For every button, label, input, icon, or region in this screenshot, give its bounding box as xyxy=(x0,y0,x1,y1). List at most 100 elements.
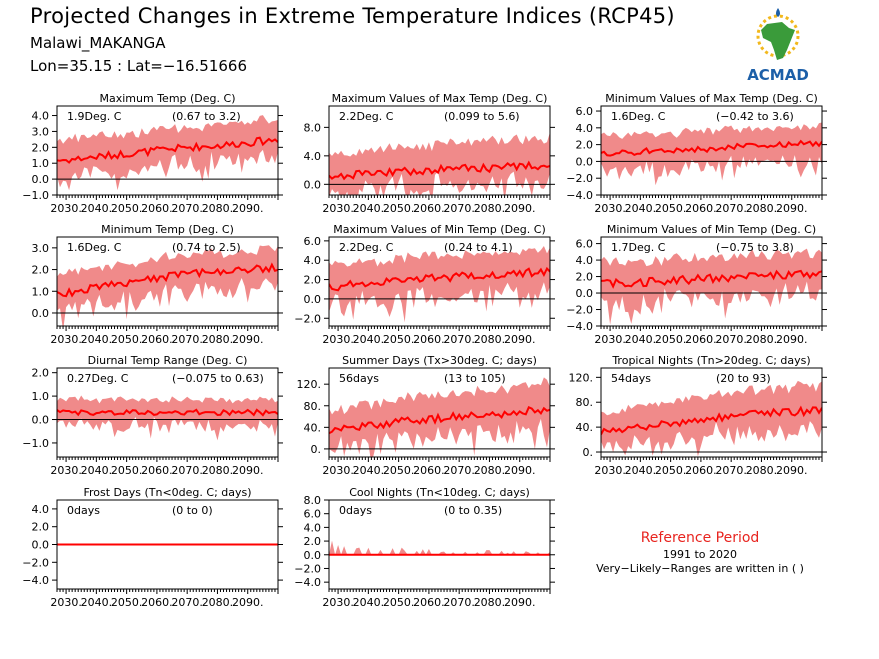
y-tick-label: 40. xyxy=(304,421,322,434)
range-band xyxy=(601,122,822,186)
range-band xyxy=(329,132,550,195)
chart-title: Cool Nights (Tn<10deg. C; days) xyxy=(349,486,530,499)
y-tick-label: −1.0 xyxy=(22,437,49,450)
x-tick-label: 2060. xyxy=(413,202,445,215)
x-tick-label: 2090. xyxy=(504,333,536,346)
x-tick-label: 2060. xyxy=(685,333,717,346)
x-tick-label: 2030. xyxy=(594,464,626,477)
y-tick-label: 0.0 xyxy=(304,293,322,306)
x-tick-label: 2050. xyxy=(383,464,415,477)
y-tick-label: 0.0 xyxy=(32,539,50,552)
x-tick-label: 2040. xyxy=(625,333,657,346)
x-tick-label: 2060. xyxy=(141,333,173,346)
y-tick-label: −2.0 xyxy=(22,556,49,569)
y-tick-label: 2.0 xyxy=(576,139,594,152)
chart-annotation: 0days xyxy=(67,504,100,517)
chart-title: Tropical Nights (Tn>20deg. C; days) xyxy=(611,354,810,367)
plot-frame xyxy=(328,105,551,196)
mean-line xyxy=(601,269,822,289)
y-tick-label: 0.0 xyxy=(304,178,322,191)
x-tick-label: 2080. xyxy=(746,464,778,477)
x-tick-label: 2030. xyxy=(50,596,82,609)
x-tick-label: 2090. xyxy=(776,333,808,346)
chart-panel-1: −1.00.01.02.03.04.02030.2040.2050.2060.2… xyxy=(22,92,283,215)
range-band xyxy=(601,248,822,325)
y-tick-label: 2.0 xyxy=(32,264,50,277)
range-band xyxy=(57,115,278,191)
x-tick-label: 2040. xyxy=(353,333,385,346)
mean-line xyxy=(329,405,550,435)
chart-range: (−0.075 to 0.63) xyxy=(172,372,264,385)
chart-annotation: 1.6Deg. C xyxy=(611,110,666,123)
x-tick-label: 2030. xyxy=(322,464,354,477)
chart-range: (−0.42 to 3.6) xyxy=(716,110,794,123)
y-tick-label: 2.0 xyxy=(32,521,50,534)
plot-area xyxy=(601,380,822,457)
mean-line xyxy=(329,160,550,181)
x-tick-label: 2070. xyxy=(443,202,475,215)
y-tick-label: 0.0 xyxy=(576,155,594,168)
africa-map-icon xyxy=(761,22,795,60)
y-tick-label: 0.0 xyxy=(32,307,50,320)
chart-annotation: 2.2Deg. C xyxy=(339,110,394,123)
range-band xyxy=(57,245,278,326)
x-tick-label: 2050. xyxy=(383,333,415,346)
x-tick-label: 2080. xyxy=(474,333,506,346)
x-tick-label: 2060. xyxy=(685,202,717,215)
chart-panel-10: −4.0 −2.0 0.0 2.0 4.0 2030.2040.2050.2060.207… xyxy=(22,486,283,609)
x-tick-label: 2080. xyxy=(474,202,506,215)
x-tick-label: 2060. xyxy=(141,596,173,609)
station-name: Malawi_MAKANGA xyxy=(30,34,166,52)
x-tick-label: 2090. xyxy=(776,202,808,215)
plot-frame xyxy=(600,236,823,327)
chart-panel-2: 0.04.08.02030.2040.2050.2060.2070.2080.2… xyxy=(304,92,555,215)
chart-title: Minimum Values of Min Temp (Deg. C) xyxy=(607,223,816,236)
x-tick-label: 2040. xyxy=(81,202,113,215)
y-tick-label: −2.0 xyxy=(566,304,593,317)
x-tick-label: 2030. xyxy=(594,333,626,346)
y-tick-label: 8.0 xyxy=(304,121,322,134)
plot-frame xyxy=(600,367,823,458)
x-tick-label: 2030. xyxy=(322,333,354,346)
y-tick-label: 1.0 xyxy=(32,285,50,298)
x-tick-label: 2040. xyxy=(353,596,385,609)
x-tick-label: 2040. xyxy=(81,596,113,609)
chart-panel-4: 0.0 1.0 2.0 3.0 2030.2040.2050.2060.2070.208… xyxy=(32,223,283,346)
y-tick-label: 120. xyxy=(297,378,322,391)
chart-title: Frost Days (Tn<0deg. C; days) xyxy=(83,486,251,499)
y-tick-label: 3.0 xyxy=(32,125,50,138)
y-tick-label: 3.0 xyxy=(32,242,50,255)
chart-panel-8: 0. 40. 80. 120. 2030.2040.2050.2060.2070.208… xyxy=(297,354,555,477)
x-tick-label: 2080. xyxy=(202,464,234,477)
chart-range: (0.24 to 4.1) xyxy=(444,241,513,254)
y-tick-label: 2.0 xyxy=(304,535,322,548)
reference-period-title: Reference Period xyxy=(640,530,760,546)
x-tick-label: 2090. xyxy=(504,202,536,215)
x-tick-label: 2070. xyxy=(171,333,203,346)
chart-title: Summer Days (Tx>30deg. C; days) xyxy=(342,354,537,367)
chart-panel-6: −4.0 −2.0 0.0 2.0 4.0 6.0 2030.2040.2050.2060.… xyxy=(566,223,827,346)
plot-area xyxy=(329,540,550,556)
chart-annotation: 56days xyxy=(339,372,379,385)
plot-area xyxy=(57,395,278,441)
y-tick-label: −4.0 xyxy=(566,320,593,333)
range-band xyxy=(329,246,550,323)
chart-annotation: 0.27Deg. C xyxy=(67,372,129,385)
y-tick-label: 4.0 xyxy=(32,503,50,516)
x-tick-label: 2090. xyxy=(232,333,264,346)
x-tick-label: 2030. xyxy=(594,202,626,215)
x-tick-label: 2070. xyxy=(715,333,747,346)
chart-panel-3: −4.0 −2.0 0.0 2.0 4.0 6.0 2030.2040.2050.2060.… xyxy=(566,92,827,215)
chart-title: Maximum Temp (Deg. C) xyxy=(100,92,236,105)
mean-line xyxy=(57,262,278,298)
x-tick-label: 2070. xyxy=(171,202,203,215)
x-tick-label: 2050. xyxy=(111,596,143,609)
plot-area xyxy=(601,248,822,325)
plot-frame xyxy=(56,105,279,196)
x-tick-label: 2040. xyxy=(81,464,113,477)
x-tick-label: 2080. xyxy=(474,464,506,477)
plot-frame xyxy=(328,367,551,458)
plot-frame xyxy=(56,236,279,327)
x-tick-label: 2040. xyxy=(81,333,113,346)
plot-frame xyxy=(600,105,823,196)
